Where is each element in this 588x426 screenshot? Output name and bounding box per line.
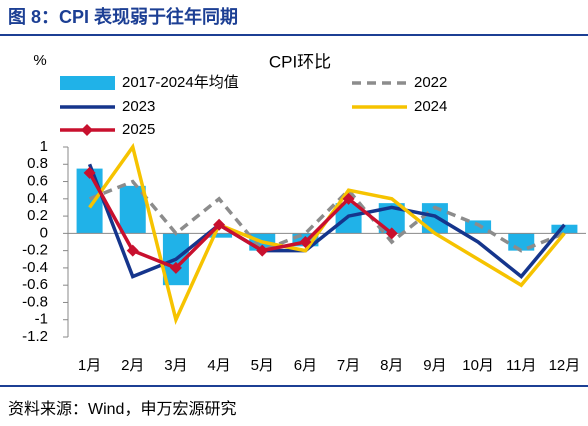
y-tick-label: -0.2 [22,242,48,259]
marker [385,227,398,240]
x-tick-label: 4月 [207,357,230,374]
y-tick-label: -1.2 [22,328,48,345]
x-tick-label: 10月 [462,357,494,374]
y-tick-label: 0.4 [27,190,48,207]
marker [126,244,139,257]
marker [342,192,355,205]
x-tick-label: 3月 [164,357,187,374]
legend-swatch [60,76,115,90]
line [88,179,566,253]
bar [76,168,103,234]
marker [299,236,312,248]
figure-title: 图 8：CPI 表现弱于往年同期 [8,6,238,27]
y-tick-label: 0 [40,224,48,241]
y-unit: % [33,52,46,69]
x-tick-label: 6月 [294,357,317,374]
y-tick-label: 0.6 [27,173,48,190]
x-tick-label: 8月 [380,357,403,374]
marker [83,166,96,179]
x-tick-label: 7月 [337,357,360,374]
y-tick-label: -0.6 [22,276,48,293]
bar [465,220,492,234]
legend-label: 2023 [122,98,155,115]
chart-title: CPI环比 [269,52,331,71]
marker [169,261,182,274]
legend-marker [81,124,93,136]
y-tick-label: -0.4 [22,259,48,276]
y-tick-label: 0.8 [27,155,48,172]
y-tick-label: -1 [35,311,48,328]
legend-label: 2017-2024年均值 [122,74,239,91]
x-tick-label: 9月 [423,357,446,374]
line [88,172,393,270]
legend-label: 2022 [414,74,447,91]
source: 资料来源：Wind，申万宏源研究 [8,400,236,418]
bar [551,224,578,234]
x-tick-label: 1月 [78,357,101,374]
line [87,163,566,279]
y-tick-label: 1 [40,138,48,155]
x-tick-label: 11月 [506,357,537,374]
y-tick-label: -0.8 [22,293,48,310]
marker [256,244,269,257]
x-tick-label: 2月 [121,357,144,374]
legend-label: 2024 [414,98,447,115]
legend-label: 2025 [122,121,155,138]
marker [213,218,226,231]
bar [206,233,233,238]
x-tick-label: 5月 [251,357,274,374]
x-tick-label: 12月 [549,357,581,374]
y-tick-label: 0.2 [27,207,48,224]
